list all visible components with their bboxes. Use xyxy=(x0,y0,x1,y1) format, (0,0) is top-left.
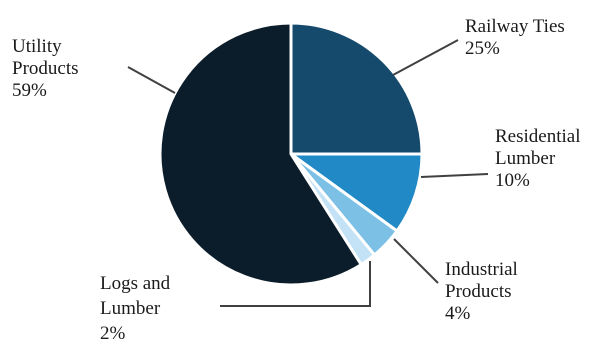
leader-line-3 xyxy=(220,261,371,307)
slice-percent-label: 25% xyxy=(465,38,500,59)
leader-line-0 xyxy=(392,39,459,76)
slice-percent-label: 10% xyxy=(495,170,530,191)
slice-category-label: Railway Ties xyxy=(465,16,565,37)
slice-label-3: Logs and Lumber 2% xyxy=(100,273,171,344)
slice-label-4: Utility Products 59% xyxy=(12,36,79,101)
slice-category-label: Industrial xyxy=(445,259,518,280)
slice-percent-label: 4% xyxy=(445,303,471,324)
slice-label-1: Residential Lumber 10% xyxy=(495,126,580,191)
slice-category-label: Lumber xyxy=(100,298,161,319)
slice-category-label: Residential xyxy=(495,126,580,147)
slice-category-label: Logs and xyxy=(100,273,171,294)
slice-category-label: Products xyxy=(445,281,512,302)
slice-category-label: Products xyxy=(12,58,79,79)
pie-slice-4 xyxy=(158,21,364,287)
leader-line-4 xyxy=(127,66,176,94)
slice-category-label: Utility xyxy=(12,36,62,57)
slice-percent-label: 59% xyxy=(12,80,47,101)
slice-percent-label: 2% xyxy=(100,323,126,344)
slice-category-label: Lumber xyxy=(495,148,556,169)
pie-slice-1 xyxy=(286,152,424,234)
slice-label-0: Railway Ties 25% xyxy=(465,16,565,59)
pie-slice-0 xyxy=(289,21,424,156)
leader-line-2 xyxy=(393,238,439,284)
leader-line-1 xyxy=(420,173,489,178)
slice-label-2: Industrial Products 4% xyxy=(445,259,518,324)
